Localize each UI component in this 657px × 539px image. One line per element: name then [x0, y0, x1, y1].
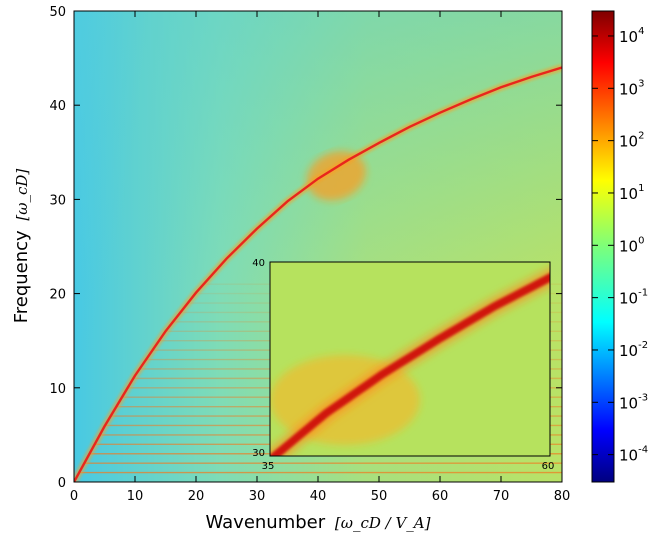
colorbar-tick-label: 103	[619, 78, 644, 98]
x-tick-label: 10	[127, 489, 144, 504]
colorbar-tick-base: 10	[619, 80, 638, 98]
x-tick-label: 0	[70, 489, 78, 504]
y-tick-label: 10	[49, 382, 66, 397]
x-tick-label: 30	[249, 489, 266, 504]
enhanced-region-glow	[306, 151, 366, 201]
colorbar-tick-base: 10	[619, 237, 638, 255]
colorbar-tick-label: 104	[619, 26, 644, 46]
main-branch-line	[74, 66, 562, 482]
colorbar-tick-exponent: 3	[638, 78, 644, 89]
x-tick-label: 50	[371, 489, 388, 504]
enhanced-region	[306, 151, 366, 201]
colorbar-tick-label: 10-2	[619, 340, 648, 360]
x-tick-label: 40	[310, 489, 327, 504]
inset-y-tick-top: 40	[252, 258, 265, 269]
colorbar-tick-base: 10	[619, 28, 638, 46]
x-axis-ticks: 0 10 20 30 40 50 60 70 80	[70, 11, 570, 504]
colorbar-tick-base: 10	[619, 447, 638, 465]
colorbar-tick-label: 10-3	[619, 392, 648, 412]
y-axis-unit: [ω_cD]	[13, 169, 31, 221]
inset-panel: 40 30 35 60	[252, 258, 555, 472]
x-tick-label: 70	[493, 489, 510, 504]
colorbar-tick-label: 10-1	[619, 288, 648, 308]
y-axis-ticks: 0 10 20 30 40 50	[49, 5, 562, 491]
colorbar-tick-base: 10	[619, 342, 638, 360]
y-tick-label: 40	[49, 99, 66, 114]
colorbar-tick-exponent: -4	[638, 445, 648, 456]
y-tick-label: 30	[49, 193, 66, 208]
colorbar-tick-exponent: 1	[638, 183, 644, 194]
y-tick-label: 50	[49, 5, 66, 20]
colorbar-tick-label: 101	[619, 183, 644, 203]
y-tick-label: 0	[58, 476, 66, 491]
colorbar-tick-exponent: -1	[638, 288, 648, 299]
x-tick-label: 80	[554, 489, 571, 504]
colorbar-tick-exponent: 2	[638, 131, 644, 142]
y-axis-label: Frequency [ω_cD]	[11, 169, 32, 324]
inset-x-tick-left: 35	[262, 461, 275, 472]
colorbar-tick-exponent: -2	[638, 340, 648, 351]
colorbar-tick-exponent: 4	[638, 26, 644, 37]
colorbar-tick-base: 10	[619, 394, 638, 412]
colorbar-tick-base: 10	[619, 133, 638, 151]
low-wavenumber-region	[74, 11, 160, 400]
colorbar-tick-base: 10	[619, 185, 638, 203]
colorbar-gradient	[591, 10, 615, 483]
inset-x-tick-right: 60	[542, 461, 555, 472]
inset-frame	[269, 261, 551, 457]
colorbar-tick-label: 10-4	[619, 445, 648, 465]
x-axis-unit: [ω_cD / V_A]	[335, 514, 431, 532]
x-tick-label: 60	[432, 489, 449, 504]
colorbar-tick-label: 102	[619, 131, 644, 151]
colorbar-tick-label: 100	[619, 235, 644, 255]
x-tick-label: 20	[188, 489, 205, 504]
inset-y-tick-bottom: 30	[252, 448, 265, 459]
inset-branch-line	[270, 273, 550, 456]
colorbar-tick-exponent: -3	[638, 392, 648, 403]
colorbar-tick-base: 10	[619, 290, 638, 308]
y-tick-label: 20	[49, 288, 66, 303]
colorbar-tick-exponent: 0	[638, 235, 644, 246]
x-axis-label: Wavenumber [ω_cD / V_A]	[205, 512, 430, 533]
